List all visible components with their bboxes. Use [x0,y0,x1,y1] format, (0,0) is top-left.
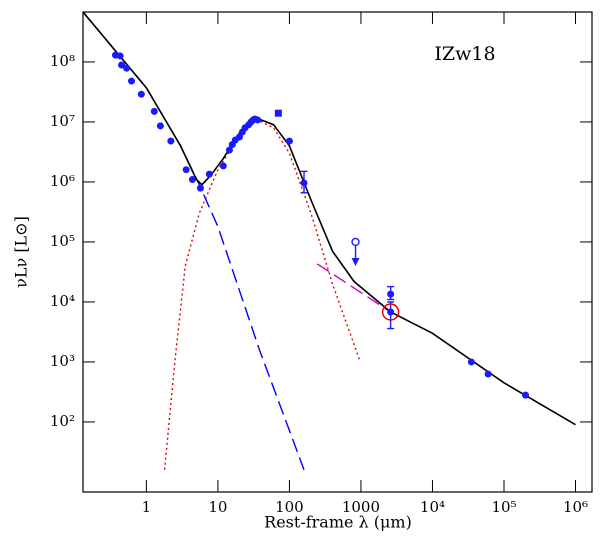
data-point [156,122,164,130]
data-point [274,109,282,117]
data-point [167,137,175,145]
x-tick-label: 10 [208,498,227,516]
data-point [137,90,145,98]
data-point [116,52,124,60]
x-tick-label: 10⁵ [491,498,516,516]
data-point [188,175,196,183]
data-point [219,162,227,170]
model-curve [316,263,391,313]
data-point [118,61,126,69]
y-tick-label: 10⁶ [50,172,75,190]
x-tick-label: 10⁶ [563,498,588,516]
data-point [254,116,262,124]
data-point [387,308,395,316]
x-tick-label: 100 [275,498,304,516]
y-tick-label: 10⁵ [50,232,75,250]
data-point [150,107,158,115]
y-tick-label: 10³ [50,352,75,370]
x-axis-label: Rest-frame λ (μm) [264,513,412,532]
model-curve [83,12,576,426]
plot-frame [82,11,593,493]
data-point [484,370,492,378]
y-tick-label: 10² [50,412,75,430]
data-point [128,77,136,85]
x-tick-label: 1000 [342,498,380,516]
data-point [381,303,400,321]
model-curve [163,118,361,470]
data-point [387,290,395,298]
data-point [285,137,293,145]
markers [111,51,530,399]
data-point [235,133,243,141]
data-point [225,146,233,154]
data-point [205,170,213,178]
data-point [182,166,190,174]
data-point [467,358,475,366]
curves [83,12,576,470]
upper-limit-arrowhead [351,257,360,266]
data-point [196,184,204,192]
data-point [123,64,131,72]
y-tick-label: 10⁸ [50,52,75,70]
x-tick-label: 1 [142,498,152,516]
x-tick-label: 10⁴ [420,498,445,516]
model-curve [83,12,305,470]
y-tick-label: 10⁷ [50,112,75,130]
y-tick-label: 10⁴ [50,292,75,310]
upper-limit [351,237,360,247]
data-point [522,391,530,399]
chart-title: IZw18 [434,43,495,65]
y-axis-label: νLν [L⊙] [12,216,31,288]
data-point [300,179,308,187]
